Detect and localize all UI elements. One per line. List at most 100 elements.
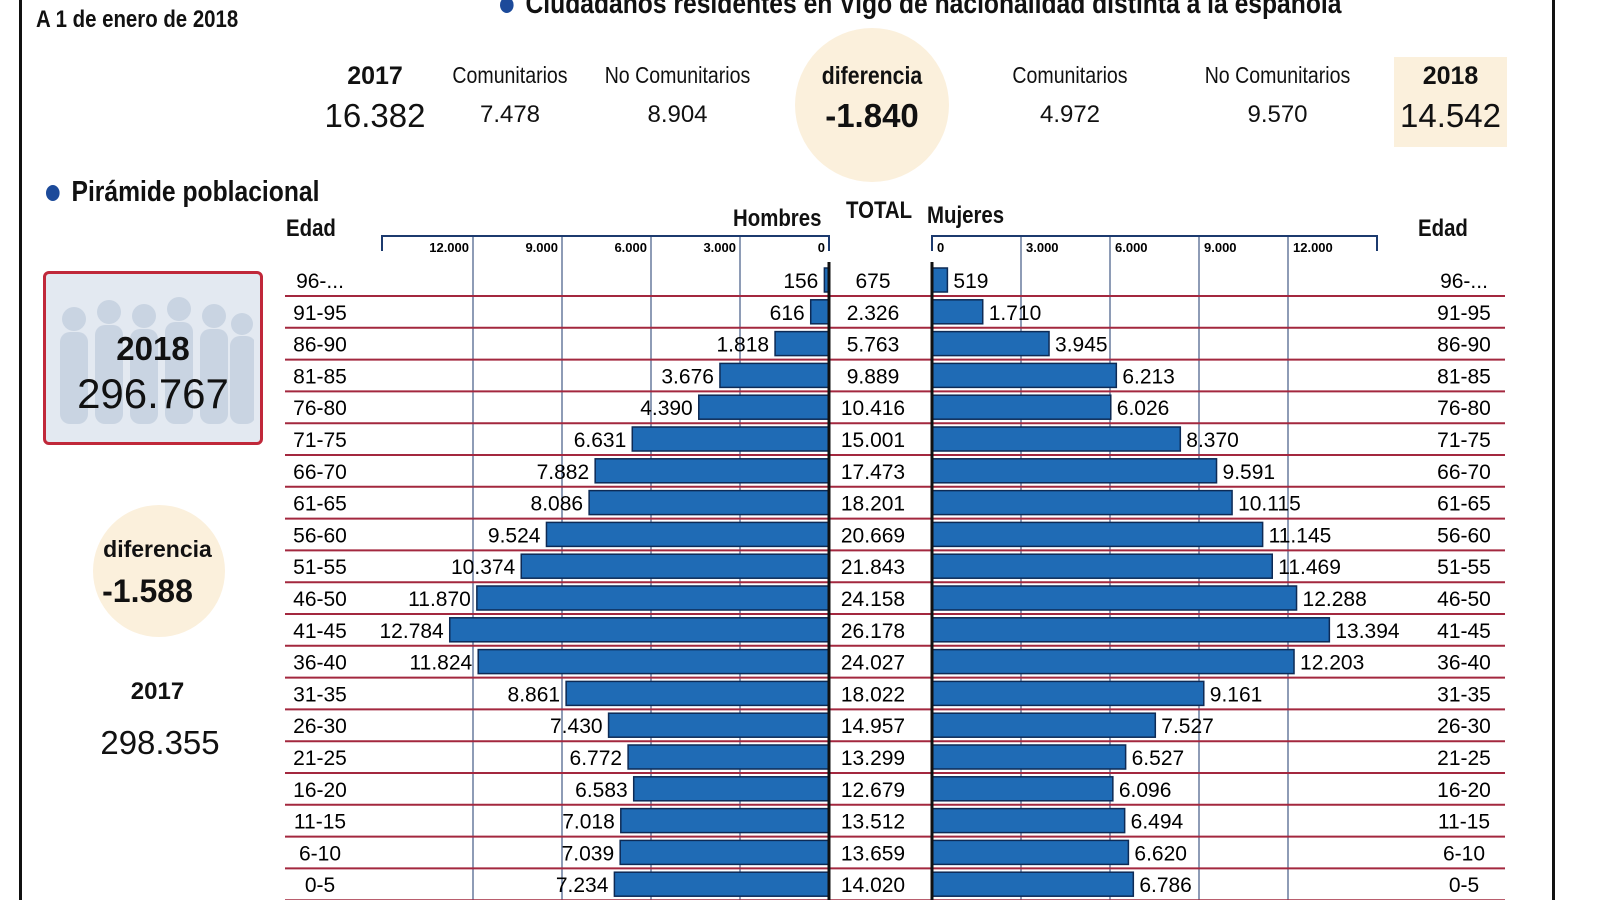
men-bar xyxy=(698,394,830,420)
men-bar xyxy=(631,426,830,452)
stat-label: No Comunitarios xyxy=(1204,62,1351,88)
total-value-label: 18.022 xyxy=(841,683,905,706)
women-bar xyxy=(931,267,949,293)
stat-value: 9.570 xyxy=(1247,101,1308,128)
stat-value: 7.478 xyxy=(479,101,541,128)
men-bar xyxy=(477,648,830,675)
women-value-label: 7.527 xyxy=(1161,715,1214,738)
stat-2017-no-comunitarios: No Comunitarios 8.904 xyxy=(590,62,765,129)
age-label-right: 86-90 xyxy=(1437,334,1491,357)
women-value-label: 12.203 xyxy=(1300,652,1364,675)
men-value-label: 7.018 xyxy=(562,811,615,834)
men-bar xyxy=(619,839,830,866)
women-tick-label: 0 xyxy=(937,240,944,255)
men-bar xyxy=(545,521,830,548)
stat-value: 14.542 xyxy=(1400,97,1501,134)
age-label-left: 81-85 xyxy=(293,365,347,388)
foreigners-title: Ciudadanos residentes en Vigo de naciona… xyxy=(500,0,1341,21)
men-value-label: 1.818 xyxy=(717,334,770,357)
women-bar xyxy=(931,617,1331,643)
age-label-right: 41-45 xyxy=(1437,620,1491,643)
men-value-label: 9.524 xyxy=(488,524,541,547)
men-bar xyxy=(565,680,830,707)
summary-2017-label: 2017 xyxy=(130,678,185,705)
total-header: TOTAL xyxy=(846,197,913,224)
women-bar xyxy=(931,776,1114,802)
total-value-label: 13.299 xyxy=(841,747,905,770)
women-bar xyxy=(931,458,1218,484)
total-value-label: 675 xyxy=(855,270,890,293)
stat-label: No Comunitarios xyxy=(604,62,751,88)
men-tick-label: 9.000 xyxy=(525,240,558,255)
women-tick-label: 6.000 xyxy=(1115,240,1148,255)
total-2018-box: 2018 296.767 xyxy=(43,271,263,445)
age-label-right: 56-60 xyxy=(1437,524,1491,547)
age-label-right: 71-75 xyxy=(1437,429,1491,452)
men-value-label: 6.583 xyxy=(575,779,628,802)
age-label-left: 36-40 xyxy=(293,652,347,675)
women-value-label: 10.115 xyxy=(1238,493,1301,516)
age-label-right: 66-70 xyxy=(1437,461,1491,484)
stat-2017: 2017 16.382 xyxy=(315,62,435,135)
men-value-label: 7.234 xyxy=(556,874,609,897)
total-value-label: 26.178 xyxy=(841,620,905,643)
age-label-right: 36-40 xyxy=(1437,652,1491,675)
women-tick-label: 12.000 xyxy=(1293,240,1333,255)
diferencia-circle xyxy=(795,28,949,182)
age-label-left: 6-10 xyxy=(299,842,341,865)
women-bar xyxy=(931,744,1127,770)
women-value-label: 6.026 xyxy=(1117,397,1170,420)
stat-2018-comunitarios: Comunitarios 4.972 xyxy=(995,62,1145,129)
men-bar xyxy=(620,807,830,834)
age-label-left: 66-70 xyxy=(293,461,347,484)
summary-2018-value: 296.767 xyxy=(77,370,229,417)
men-value-label: 156 xyxy=(783,270,818,293)
men-header: Hombres xyxy=(733,205,822,232)
men-bar xyxy=(613,871,830,897)
total-value-label: 2.326 xyxy=(847,302,900,325)
age-label-right: 21-25 xyxy=(1437,747,1491,770)
date-label: A 1 de enero de 2018 xyxy=(36,6,239,33)
men-tick-label: 12.000 xyxy=(429,240,469,255)
total-value-label: 13.512 xyxy=(841,811,905,834)
age-label-right: 11-15 xyxy=(1438,811,1490,834)
women-value-label: 12.288 xyxy=(1303,588,1367,611)
women-value-label: 3.945 xyxy=(1055,334,1108,357)
age-label-left: 26-30 xyxy=(293,715,347,738)
total-value-label: 15.001 xyxy=(841,429,905,452)
women-value-label: 13.394 xyxy=(1335,620,1400,643)
women-bar xyxy=(931,839,1130,866)
men-bar xyxy=(520,553,830,579)
total-value-label: 13.659 xyxy=(841,842,905,865)
women-value-label: 9.161 xyxy=(1210,683,1263,706)
men-bar xyxy=(588,489,830,516)
women-value-label: 6.096 xyxy=(1119,779,1172,802)
pyramid-title: Pirámide poblacional xyxy=(46,176,319,209)
men-bar xyxy=(476,585,830,611)
total-value-label: 14.020 xyxy=(841,874,905,897)
age-label-left: 51-55 xyxy=(293,556,347,579)
summary-diferencia-label: diferencia xyxy=(103,536,212,562)
age-label-right: 76-80 xyxy=(1437,397,1491,420)
women-bar xyxy=(931,871,1135,897)
women-value-label: 9.591 xyxy=(1223,461,1276,484)
y2018-highlight-box xyxy=(1394,57,1507,147)
women-bar xyxy=(931,680,1205,707)
age-label-left: 76-80 xyxy=(293,397,347,420)
women-bar xyxy=(931,299,984,325)
age-label-left: 46-50 xyxy=(293,588,347,611)
women-value-label: 519 xyxy=(953,270,988,293)
men-tick-label: 3.000 xyxy=(703,240,736,255)
total-value-label: 5.763 xyxy=(847,334,900,357)
stat-label: 2018 xyxy=(1422,62,1479,90)
age-label-left: 31-35 xyxy=(293,683,347,706)
stat-label: Comunitarios xyxy=(1012,62,1128,88)
age-label-left: 0-5 xyxy=(305,874,335,897)
women-axis xyxy=(931,235,1378,251)
men-value-label: 8.861 xyxy=(508,683,561,706)
stat-label: Comunitarios xyxy=(452,62,568,88)
women-bar xyxy=(931,362,1118,389)
men-bar xyxy=(632,776,830,802)
frame-right-border xyxy=(1552,0,1555,900)
age-label-left: 96-... xyxy=(296,270,344,293)
